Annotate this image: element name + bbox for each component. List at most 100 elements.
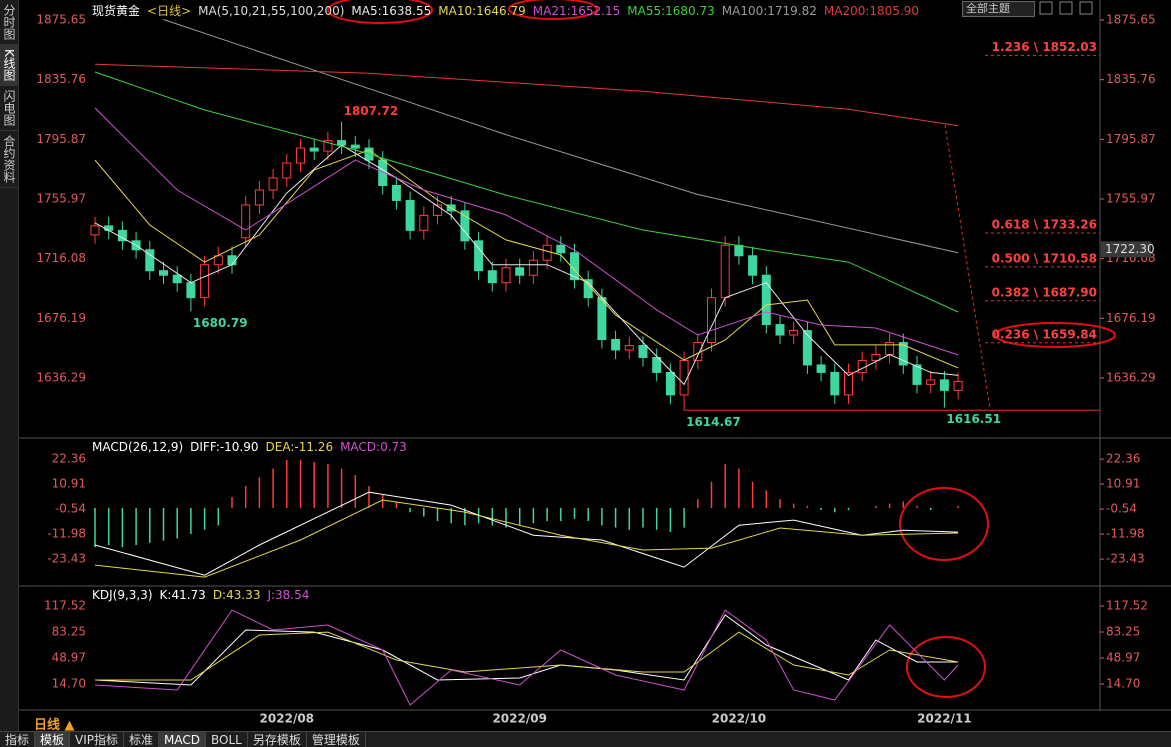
x-tick-label: 2022/10	[712, 712, 766, 726]
y-tick-label: 1636.29	[36, 370, 86, 384]
candle-body	[885, 342, 895, 355]
fib-label: 0.236 \ 1659.84	[992, 327, 1097, 341]
candle-body	[419, 214, 429, 231]
extreme-label: 1807.72	[344, 104, 399, 118]
y-tick-label: -11.98	[47, 527, 86, 541]
candle-body	[556, 244, 566, 254]
bottom-tab[interactable]: 标准	[124, 732, 160, 747]
y-tick-label: 1716.08	[36, 251, 86, 265]
bottom-tab[interactable]: 另存模板	[248, 732, 307, 747]
legend-entry: MA100:1719.82	[721, 4, 817, 18]
y-tick-label: 1755.97	[36, 191, 86, 205]
indicator-line	[94, 107, 959, 356]
bottom-tab[interactable]: 模板	[35, 732, 71, 747]
y-tick-label: -23.43	[47, 552, 86, 566]
highlight-ellipse	[994, 322, 1116, 348]
y-tick-label: 117.52	[1106, 599, 1148, 613]
y-tick-label: 10.91	[52, 477, 86, 491]
bottom-tab[interactable]: MACD	[159, 732, 207, 747]
sidebar-tab[interactable]: 分时图	[0, 0, 18, 45]
candle-body	[830, 371, 840, 396]
indicator-line	[94, 609, 959, 706]
candle-body	[172, 274, 182, 284]
y-tick-label: 1636.29	[1106, 370, 1156, 384]
icon[interactable]	[1079, 1, 1093, 15]
sidebar-tab[interactable]: 合约资料	[0, 131, 18, 188]
candle-body	[542, 244, 552, 261]
bottom-tab[interactable]: VIP指标	[70, 732, 125, 747]
sidebar: 分时图 K线图 闪电图 合约资料	[0, 0, 19, 731]
y-tick-label: 10.91	[1106, 477, 1140, 491]
bottom-tab[interactable]: 管理模板	[307, 732, 366, 747]
y-tick-label: 1795.87	[36, 132, 86, 146]
candle-body	[501, 267, 511, 284]
candle-body	[871, 353, 881, 361]
bottom-tab[interactable]: 指标	[0, 732, 36, 747]
candle-body	[254, 189, 264, 206]
y-tick-label: -0.54	[55, 502, 86, 516]
y-tick-label: 1875.65	[36, 13, 86, 27]
candle-body	[104, 225, 114, 231]
fib-label: 0.382 \ 1687.90	[992, 285, 1097, 299]
chart-title: 现货黄金	[92, 4, 141, 18]
indicator-label: MA(5,10,21,55,100,200)	[198, 4, 345, 18]
highlight-ellipse	[899, 487, 989, 561]
y-tick-label: 1795.87	[1106, 132, 1156, 146]
kdj-legend: KDJ(9,3,3) K:41.73 D:43.33 J:38.54	[92, 588, 316, 602]
candle-body	[652, 356, 662, 373]
indicator-line	[94, 491, 959, 576]
candle-body	[474, 240, 484, 272]
indicator-line	[94, 499, 959, 578]
macd-legend: MACD(26,12,9) DIFF:-10.90 DEA:-11.26 MACD:0…	[92, 440, 414, 454]
y-tick-label: 83.25	[52, 625, 86, 639]
cursor-price-box	[1101, 241, 1151, 258]
x-tick-label: 2022/11	[917, 712, 971, 726]
candle-body	[665, 371, 675, 396]
legend-entry: DEA:-11.26	[265, 440, 334, 454]
candle-body	[268, 177, 278, 191]
sidebar-tab[interactable]: K线图	[0, 45, 18, 86]
y-tick-label: -11.98	[1106, 527, 1145, 541]
candle-body	[528, 259, 538, 276]
candle-body	[241, 204, 251, 239]
bottom-tabs: 指标 模板 VIP指标 标准 MACD BOLL 另存模板 管理模板	[0, 731, 1171, 747]
legend-entry: MA5:1638.55	[351, 4, 432, 18]
candle-body	[433, 204, 442, 216]
fib-label: 1.236 \ 1852.03	[992, 40, 1097, 54]
y-tick-label: -0.54	[1106, 502, 1137, 516]
bottom-tab[interactable]: BOLL	[206, 732, 248, 747]
candle-body	[611, 339, 621, 351]
candle-body	[707, 297, 716, 344]
icon[interactable]	[1039, 1, 1053, 15]
legend-entry: D:43.33	[212, 588, 261, 602]
candle-body	[857, 359, 867, 373]
candle-body	[282, 162, 292, 179]
legend-entry: J:38.54	[267, 588, 310, 602]
y-tick-label: 1835.76	[1106, 72, 1156, 86]
chart-title: KDJ(9,3,3)	[92, 588, 153, 602]
candle-body	[515, 267, 525, 276]
indicator-line	[163, 19, 959, 254]
indicator-line	[94, 144, 959, 386]
y-tick-label: 14.70	[52, 677, 86, 691]
highlight-ellipse	[327, 0, 433, 24]
legend-entry: MA200:1805.90	[823, 4, 920, 18]
y-tick-label: 1835.76	[36, 72, 86, 86]
candle-body	[460, 210, 470, 242]
indicator-line	[94, 63, 959, 127]
candle-body	[734, 244, 744, 257]
legend-entry: DIFF:-10.90	[190, 440, 259, 454]
candle-body	[90, 225, 100, 236]
y-tick-label: 48.97	[1106, 651, 1140, 665]
y-tick-label: 14.70	[1106, 677, 1140, 691]
timeframe[interactable]: 日线 ▲	[34, 718, 75, 733]
candle-body	[844, 371, 853, 396]
candle-body	[761, 274, 771, 326]
candle-body	[296, 147, 305, 164]
sidebar-tab[interactable]: 闪电图	[0, 86, 18, 131]
icon[interactable]	[1059, 1, 1073, 15]
theme-dropdown[interactable]: 全部主题	[962, 1, 1035, 17]
candle-body	[898, 342, 908, 366]
